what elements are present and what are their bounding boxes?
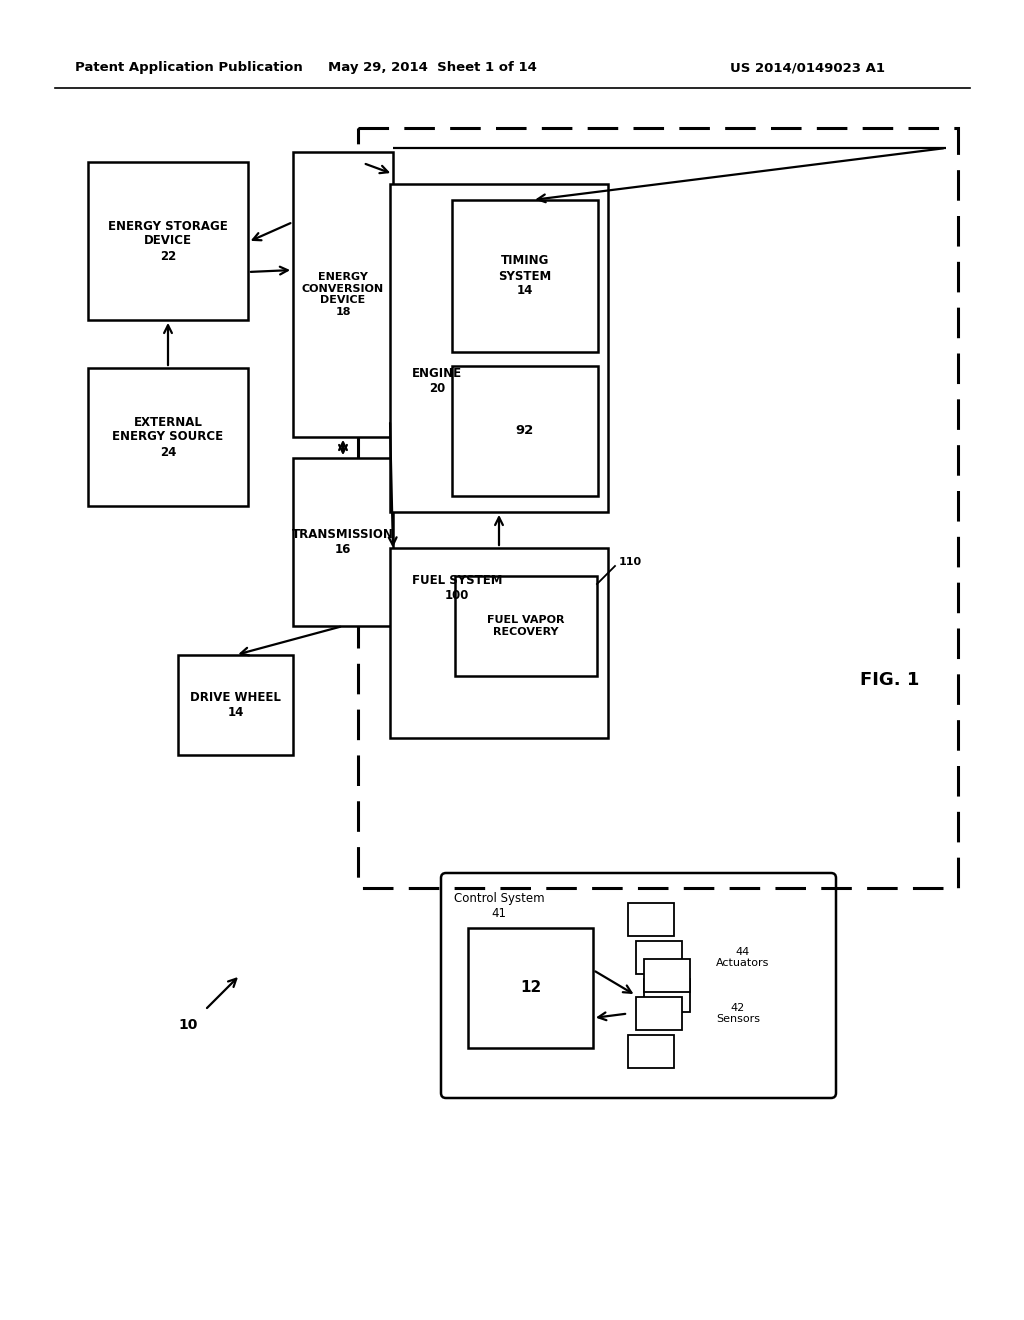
Text: EXTERNAL
ENERGY SOURCE
24: EXTERNAL ENERGY SOURCE 24 — [113, 416, 223, 458]
Text: Control System
41: Control System 41 — [454, 892, 545, 920]
Bar — [628, 903, 674, 936]
Text: 10: 10 — [178, 1018, 198, 1032]
Bar — [293, 152, 393, 437]
Bar — [358, 128, 958, 888]
Bar — [628, 1035, 674, 1068]
Bar — [293, 458, 393, 626]
Text: ENERGY
CONVERSION
DEVICE
18: ENERGY CONVERSION DEVICE 18 — [302, 272, 384, 317]
Text: FIG. 1: FIG. 1 — [860, 671, 920, 689]
Bar — [636, 997, 682, 1030]
Text: ENGINE
20: ENGINE 20 — [412, 367, 462, 395]
Bar — [452, 201, 598, 352]
Bar — [452, 366, 598, 496]
Bar — [178, 655, 293, 755]
Text: 110: 110 — [618, 557, 642, 568]
Text: DRIVE WHEEL
14: DRIVE WHEEL 14 — [190, 690, 281, 719]
Text: 12: 12 — [520, 981, 541, 995]
Text: ENERGY STORAGE
DEVICE
22: ENERGY STORAGE DEVICE 22 — [109, 219, 228, 263]
Bar — [636, 941, 682, 974]
Bar — [644, 960, 690, 993]
Text: May 29, 2014  Sheet 1 of 14: May 29, 2014 Sheet 1 of 14 — [328, 62, 537, 74]
Bar — [455, 576, 597, 676]
Text: FUEL VAPOR
RECOVERY: FUEL VAPOR RECOVERY — [487, 615, 565, 636]
Text: 92: 92 — [516, 425, 535, 437]
Text: US 2014/0149023 A1: US 2014/0149023 A1 — [730, 62, 885, 74]
Text: TIMING
SYSTEM
14: TIMING SYSTEM 14 — [499, 255, 552, 297]
Text: 42
Sensors: 42 Sensors — [716, 1003, 760, 1024]
Text: 44
Actuators: 44 Actuators — [716, 946, 769, 969]
Bar — [390, 548, 608, 738]
Bar — [644, 979, 690, 1012]
Bar — [468, 928, 593, 1048]
Text: Patent Application Publication: Patent Application Publication — [75, 62, 303, 74]
Text: FUEL SYSTEM
100: FUEL SYSTEM 100 — [412, 574, 503, 602]
Bar — [88, 162, 248, 319]
Text: TRANSMISSION
16: TRANSMISSION 16 — [292, 528, 394, 556]
Bar — [390, 183, 608, 512]
Bar — [88, 368, 248, 506]
